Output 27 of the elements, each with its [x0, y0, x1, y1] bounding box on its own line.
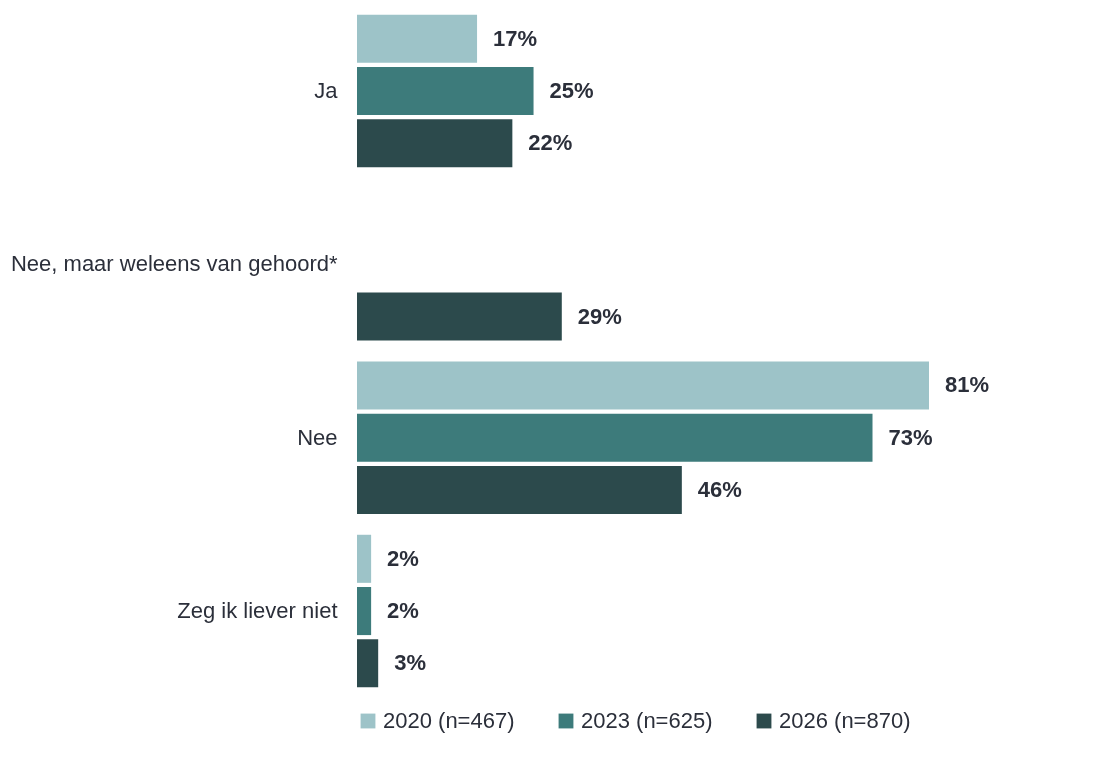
data-label: 29%	[577, 303, 622, 329]
legend-label: 2026 (n=870)	[779, 708, 911, 733]
bar	[357, 361, 929, 410]
y-tick-label: Ja	[314, 77, 339, 103]
bar	[357, 413, 873, 462]
bar	[357, 465, 682, 514]
bar	[357, 292, 562, 341]
data-label: 81%	[945, 372, 990, 398]
bar	[357, 66, 534, 115]
data-label: 25%	[549, 77, 594, 103]
data-label: 2%	[387, 598, 419, 624]
legend-label: 2020 (n=467)	[383, 708, 515, 733]
y-tick-label: Zeg ik liever niet	[177, 598, 338, 624]
data-label: 2%	[387, 545, 419, 571]
data-label: 73%	[888, 424, 933, 450]
data-label: 22%	[528, 130, 573, 156]
bar	[357, 534, 372, 583]
bar	[357, 587, 372, 636]
legend-label: 2023 (n=625)	[581, 708, 713, 733]
data-label: 17%	[493, 25, 538, 51]
data-label: 3%	[394, 650, 426, 676]
y-tick-label: Nee	[297, 424, 338, 450]
bar	[357, 639, 379, 688]
bar	[357, 14, 478, 63]
y-tick-label: Nee, maar weleens van gehoord*	[10, 251, 338, 277]
data-label: 46%	[697, 476, 742, 502]
bar	[357, 119, 513, 168]
